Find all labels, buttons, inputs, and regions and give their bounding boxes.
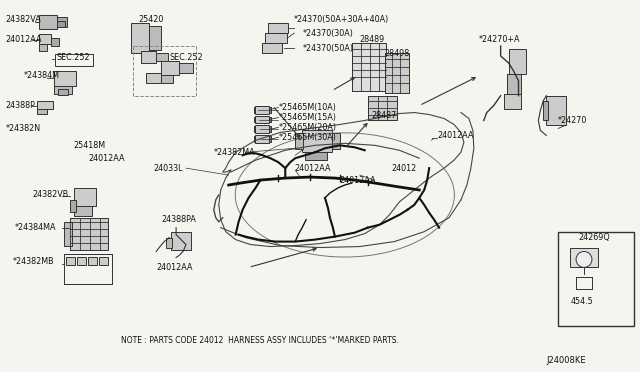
Text: *24382MB: *24382MB xyxy=(12,257,54,266)
Bar xyxy=(253,126,255,132)
Bar xyxy=(131,23,149,53)
Bar xyxy=(507,74,522,94)
Bar xyxy=(269,116,271,122)
Bar xyxy=(305,152,327,160)
Text: *24384M: *24384M xyxy=(24,71,60,80)
Text: 24388PA: 24388PA xyxy=(161,215,196,224)
Text: 24012AA: 24012AA xyxy=(5,35,42,44)
Text: 24382VB: 24382VB xyxy=(32,190,68,199)
Bar xyxy=(255,125,269,134)
Bar xyxy=(268,23,288,33)
Text: *24270: *24270 xyxy=(558,116,588,125)
Bar xyxy=(570,247,598,267)
Text: *24382MA: *24382MA xyxy=(214,148,255,157)
Text: *25465M(20A): *25465M(20A) xyxy=(278,123,336,132)
Bar xyxy=(269,126,271,132)
Bar xyxy=(332,134,340,149)
Bar xyxy=(58,89,68,95)
Text: SEC.252: SEC.252 xyxy=(169,54,203,62)
Text: 24012AA: 24012AA xyxy=(294,164,331,173)
Bar xyxy=(39,34,51,44)
Bar xyxy=(55,54,93,66)
Bar xyxy=(39,44,47,51)
Bar xyxy=(253,116,255,122)
Text: 28498: 28498 xyxy=(385,48,410,58)
Bar xyxy=(547,96,566,125)
Bar xyxy=(543,101,548,121)
Bar xyxy=(262,43,282,53)
Bar xyxy=(352,43,387,91)
Text: 24382VA: 24382VA xyxy=(5,15,41,24)
Bar xyxy=(161,75,173,83)
Bar xyxy=(558,232,634,326)
Bar xyxy=(269,107,271,113)
Bar xyxy=(39,15,57,29)
Bar xyxy=(266,33,287,43)
Bar xyxy=(54,71,76,86)
Bar xyxy=(385,53,410,93)
Bar xyxy=(255,135,269,143)
Text: *24370(30A): *24370(30A) xyxy=(303,29,354,38)
Bar xyxy=(156,53,168,61)
Text: SEC.252: SEC.252 xyxy=(57,54,91,62)
Text: *24382N: *24382N xyxy=(5,124,40,133)
Bar xyxy=(253,137,255,142)
Bar xyxy=(302,131,332,152)
Text: 25418M: 25418M xyxy=(74,141,106,150)
Bar xyxy=(504,94,522,109)
Text: *25465M(10A): *25465M(10A) xyxy=(278,103,336,112)
Bar xyxy=(171,232,191,250)
Text: 24033L: 24033L xyxy=(153,164,183,173)
Bar xyxy=(54,86,72,94)
Text: *25465M(30A): *25465M(30A) xyxy=(278,133,336,142)
Bar xyxy=(64,254,111,284)
Bar xyxy=(37,101,53,109)
Text: *24384MA: *24384MA xyxy=(14,223,56,232)
Bar xyxy=(367,96,397,121)
Bar xyxy=(70,218,108,250)
Bar xyxy=(253,107,255,113)
Bar xyxy=(166,238,172,247)
Bar xyxy=(161,61,179,75)
Bar xyxy=(141,51,156,63)
Text: 24012AA: 24012AA xyxy=(156,263,193,272)
Text: 24012: 24012 xyxy=(392,164,417,173)
Bar xyxy=(66,257,75,265)
Text: NOTE : PARTS CODE 24012  HARNESS ASSY INCLUDES ‘*’MARKED PARTS.: NOTE : PARTS CODE 24012 HARNESS ASSY INC… xyxy=(122,336,399,345)
Bar xyxy=(149,26,161,50)
Text: 454.5: 454.5 xyxy=(571,296,594,306)
Text: 24269Q: 24269Q xyxy=(578,233,610,242)
Bar xyxy=(64,222,72,246)
Bar xyxy=(57,21,65,27)
Bar xyxy=(509,49,527,74)
Text: 24012AA: 24012AA xyxy=(437,131,474,140)
Bar xyxy=(77,257,86,265)
Text: 28487: 28487 xyxy=(372,111,397,120)
Text: *24370(50A+30A+40A): *24370(50A+30A+40A) xyxy=(294,15,390,24)
Bar xyxy=(51,38,59,46)
Text: 24012AA: 24012AA xyxy=(89,154,125,163)
Text: *25465M(15A): *25465M(15A) xyxy=(278,113,336,122)
Bar xyxy=(88,257,97,265)
Text: 24388P: 24388P xyxy=(5,101,35,110)
Text: 25420: 25420 xyxy=(138,15,164,24)
Bar xyxy=(74,188,96,206)
Text: *24370(50A): *24370(50A) xyxy=(303,44,354,52)
Bar xyxy=(147,73,161,83)
Bar xyxy=(255,106,269,113)
Text: 28489: 28489 xyxy=(360,35,385,44)
Bar xyxy=(295,134,303,149)
Circle shape xyxy=(576,251,592,267)
Bar xyxy=(255,116,269,124)
Text: J24008KE: J24008KE xyxy=(547,356,586,365)
Bar xyxy=(37,109,47,113)
Bar xyxy=(74,206,92,216)
Bar xyxy=(57,17,67,27)
Bar xyxy=(269,137,271,142)
Text: *24270+A: *24270+A xyxy=(479,35,520,44)
Bar xyxy=(179,63,193,73)
Text: 24012AA: 24012AA xyxy=(340,176,376,185)
Bar xyxy=(99,257,108,265)
Bar xyxy=(70,200,76,212)
